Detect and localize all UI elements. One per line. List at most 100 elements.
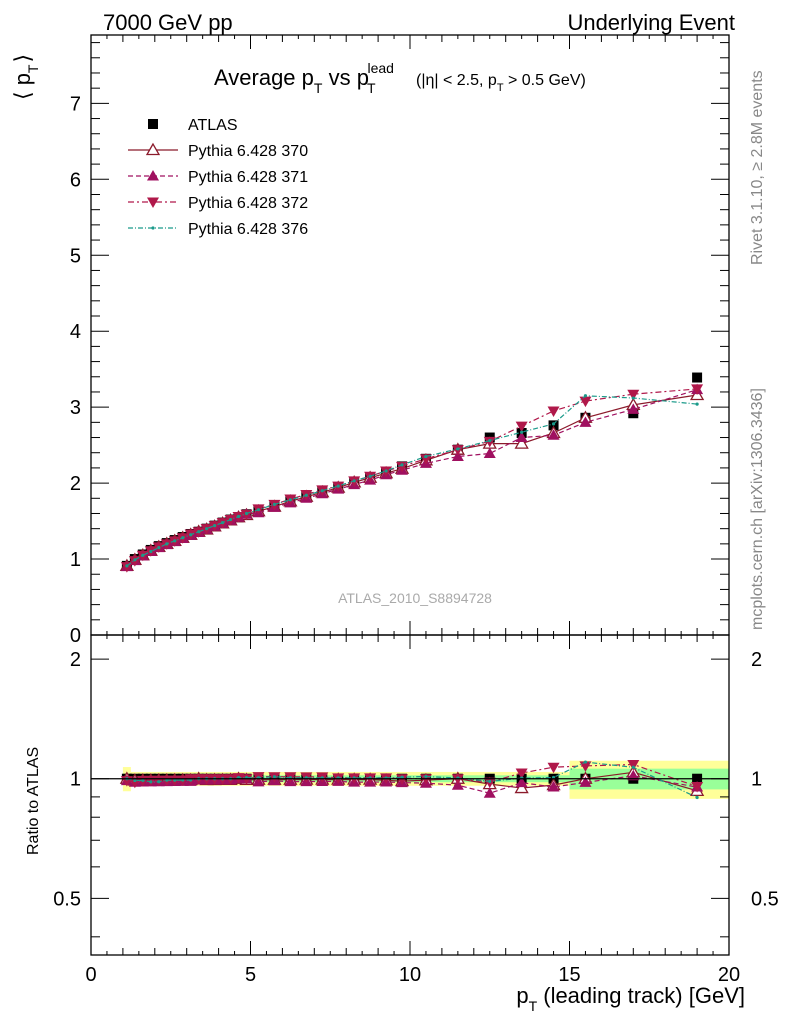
ratio-point (583, 760, 588, 764)
legend-marker (148, 119, 158, 129)
data-point (165, 542, 169, 546)
mcplots-label: mcplots.cern.ch [arXiv:1306.3436] (749, 388, 766, 630)
ratio-y-tick-label-right: 1 (751, 769, 762, 791)
series-line (126, 395, 698, 567)
main-plot-frame (90, 34, 730, 636)
plot-frames (90, 34, 730, 956)
data-point (515, 421, 528, 433)
legend-label: Pythia 6.428 376 (188, 221, 308, 238)
data-point (419, 454, 432, 465)
xlabel: pT (leading track) [GeV] (516, 983, 745, 1014)
ratio-point (424, 774, 428, 779)
legend-marker (147, 170, 159, 181)
legend-label: Pythia 6.428 371 (188, 169, 308, 186)
ratio-point (547, 762, 560, 774)
ylabel-bottom: Ratio to ATLAS (25, 747, 42, 855)
data-point (336, 484, 340, 488)
series-line (126, 394, 698, 567)
data-point (579, 396, 592, 408)
data-point (244, 511, 249, 516)
data-point (551, 422, 556, 426)
legend-label: Pythia 6.428 372 (188, 195, 308, 212)
ratio-point (272, 775, 277, 779)
data-point (695, 402, 699, 406)
data-point (213, 524, 217, 528)
data-point (691, 384, 704, 395)
series-pythia-4 (125, 394, 699, 568)
data-point (320, 489, 324, 493)
ratio-point (695, 795, 699, 800)
ratio-plot-series (91, 760, 729, 800)
y-tick-label: 5 (70, 245, 81, 267)
xlabel-rest: (leading track) [GeV] (537, 983, 745, 1008)
data-point (133, 558, 137, 562)
title-sub-t2: T (367, 80, 376, 96)
series-atlas (121, 372, 703, 571)
data-point (547, 406, 560, 417)
legend-label: Pythia 6.428 370 (188, 143, 308, 160)
ylabel-top-sub: T (25, 64, 41, 73)
ratio-point (514, 780, 529, 794)
x-tick-label: 15 (558, 964, 580, 986)
y-tick-label: 0 (70, 625, 81, 647)
x-tick-label: 5 (245, 964, 256, 986)
title-cuts: (|η| < 2.5, p (416, 72, 497, 89)
data-point (256, 508, 261, 512)
ratio-point (157, 780, 161, 784)
y-tick-label: 7 (70, 93, 81, 115)
title-cuts2: > 0.5 GeV) (504, 72, 586, 89)
series-line (126, 388, 698, 568)
series-pythia-3 (120, 384, 704, 573)
y-tick-label: 1 (70, 549, 81, 571)
data-point (520, 430, 524, 434)
data-point (547, 429, 560, 440)
series-pythia-2 (120, 383, 704, 572)
ylabel-top-open: ⟨ p (10, 73, 35, 100)
ylabel-top-close: ⟩ (10, 54, 35, 63)
legend-marker (147, 197, 159, 208)
svg-text:(|η| < 2.5, pT > 0.5 GeV): (|η| < 2.5, pT > 0.5 GeV) (416, 72, 586, 94)
rivet-label: Rivet 3.1.10, ≥ 2.8M events (749, 70, 766, 265)
title-sup-lead: lead (368, 60, 394, 76)
ratio-point (165, 778, 169, 782)
plot-title: Average pT vs pTlead (|η| < 2.5, pT > 0.… (214, 60, 586, 96)
axis-ticks: 0 5 10 15 20 0 1 2 3 4 5 6 7 0.5 0.5 1 1 2 2 (53, 35, 779, 986)
legend-marker (145, 142, 161, 156)
ratio-point (149, 780, 153, 784)
data-point (125, 564, 129, 568)
data-point (400, 463, 404, 467)
title-main: Average p (214, 65, 314, 90)
legend-entry: Pythia 6.428 370 (128, 142, 308, 160)
legend-entry: Pythia 6.428 371 (128, 169, 308, 186)
legend-marker (151, 226, 155, 230)
svg-text:Average pT vs pTlead: Average pT vs pTlead (214, 60, 394, 96)
ratio-point (691, 782, 704, 793)
data-point (396, 461, 409, 473)
data-point (384, 469, 388, 473)
data-point (197, 530, 201, 534)
analysis-watermark: ATLAS_2010_S8894728 (338, 590, 492, 606)
ratio-point (547, 781, 560, 792)
series-pythia-1 (119, 387, 705, 572)
data-point (173, 539, 177, 543)
legend-entry: Pythia 6.428 376 (128, 221, 308, 238)
data-point (515, 431, 528, 443)
ratio-y-tick-label: 1 (70, 769, 81, 791)
legend: ATLAS Pythia 6.428 370 Pythia 6.428 371 Pyt… (128, 117, 308, 238)
data-point (631, 396, 635, 400)
data-point (579, 416, 592, 427)
data-point (514, 436, 529, 449)
ratio-point (627, 760, 640, 771)
data-point (189, 533, 193, 537)
title-sub-t: T (314, 80, 323, 96)
y-tick-label: 2 (70, 473, 81, 495)
data-point (627, 403, 640, 414)
legend-entry: ATLAS (148, 117, 238, 134)
ratio-point (488, 779, 492, 783)
y-tick-label: 6 (70, 169, 81, 191)
ratio-point (515, 768, 528, 779)
data-point (220, 520, 225, 525)
title-vs: vs p (322, 65, 368, 90)
main-plot-series (119, 372, 705, 573)
